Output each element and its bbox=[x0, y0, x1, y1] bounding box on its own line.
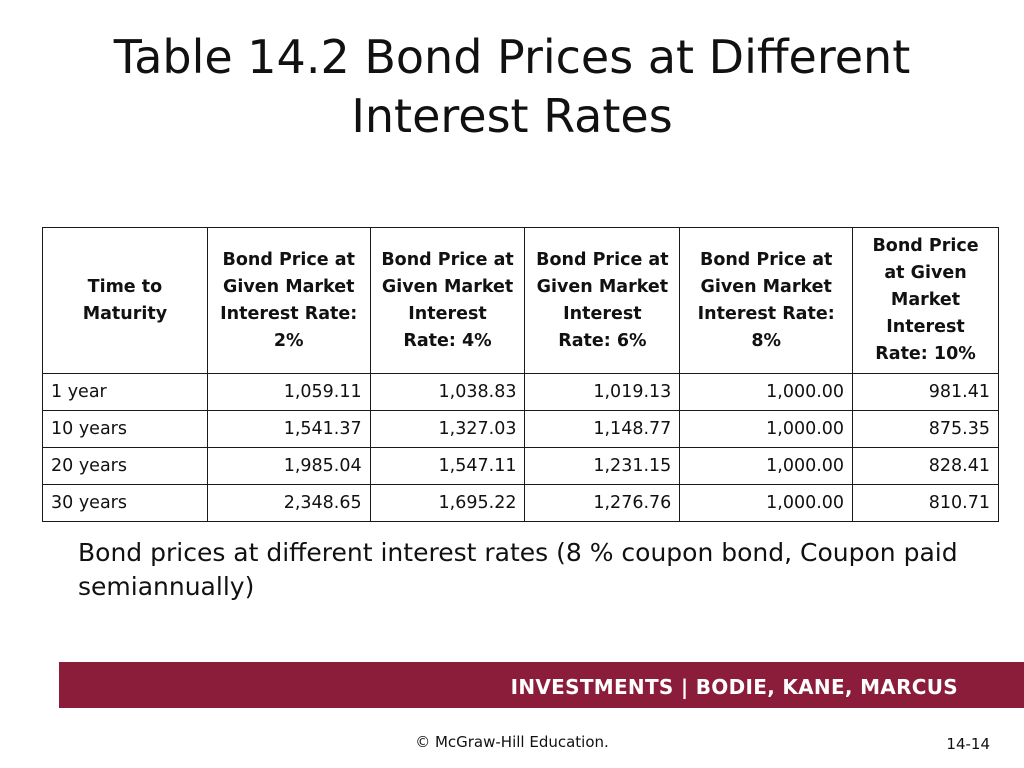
table-cell: 875.35 bbox=[852, 410, 999, 448]
table-cell: 30 years bbox=[42, 484, 208, 522]
table-cell: 1,985.04 bbox=[206, 447, 371, 485]
page-number: 14-14 bbox=[946, 735, 990, 753]
table-cell: 1,541.37 bbox=[206, 410, 371, 448]
column-header: Time to Maturity bbox=[42, 227, 208, 374]
table-header-row: Time to Maturity Bond Price at Given Mar… bbox=[42, 227, 999, 374]
table-cell: 1,000.00 bbox=[679, 410, 854, 448]
copyright-notice: © McGraw-Hill Education. bbox=[415, 733, 609, 751]
table-cell: 1,000.00 bbox=[679, 447, 854, 485]
table-row: 10 years 1,541.37 1,327.03 1,148.77 1,00… bbox=[42, 410, 999, 448]
table-cell: 1,059.11 bbox=[206, 373, 371, 411]
table-cell: 981.41 bbox=[852, 373, 999, 411]
table-cell: 810.71 bbox=[852, 484, 999, 522]
table-caption: Bond prices at different interest rates … bbox=[78, 538, 958, 601]
table-cell: 1 year bbox=[42, 373, 208, 411]
column-header: Bond Price at Given Market Interest Rate… bbox=[679, 227, 854, 374]
table-row: 20 years 1,985.04 1,547.11 1,231.15 1,00… bbox=[42, 447, 999, 485]
column-header: Bond Price at Given Market Interest Rate… bbox=[852, 227, 999, 374]
table-row: 30 years 2,348.65 1,695.22 1,276.76 1,00… bbox=[42, 484, 999, 522]
table-cell: 828.41 bbox=[852, 447, 999, 485]
bond-price-table: Time to Maturity Bond Price at Given Mar… bbox=[42, 227, 999, 522]
table-cell: 1,000.00 bbox=[679, 484, 854, 522]
book-title-banner: INVESTMENTS | BODIE, KANE, MARCUS bbox=[510, 675, 958, 699]
table-cell: 1,327.03 bbox=[369, 410, 526, 448]
table-cell: 1,276.76 bbox=[524, 484, 681, 522]
table-cell: 1,547.11 bbox=[369, 447, 526, 485]
column-header: Bond Price at Given Market Interest Rate… bbox=[369, 227, 526, 374]
slide-title: Table 14.2 Bond Prices at Different Inte… bbox=[113, 30, 911, 143]
table-cell: 1,695.22 bbox=[369, 484, 526, 522]
table-cell: 1,019.13 bbox=[524, 373, 681, 411]
table-cell: 1,038.83 bbox=[369, 373, 526, 411]
table-cell: 1,000.00 bbox=[679, 373, 854, 411]
column-header: Bond Price at Given Market Interest Rate… bbox=[206, 227, 371, 374]
column-header: Bond Price at Given Market Interest Rate… bbox=[524, 227, 681, 374]
table-cell: 20 years bbox=[42, 447, 208, 485]
footer-band: INVESTMENTS | BODIE, KANE, MARCUS bbox=[59, 662, 1024, 708]
table-cell: 1,148.77 bbox=[524, 410, 681, 448]
table-cell: 10 years bbox=[42, 410, 208, 448]
table-cell: 1,231.15 bbox=[524, 447, 681, 485]
table-cell: 2,348.65 bbox=[206, 484, 371, 522]
table-row: 1 year 1,059.11 1,038.83 1,019.13 1,000.… bbox=[42, 373, 999, 411]
